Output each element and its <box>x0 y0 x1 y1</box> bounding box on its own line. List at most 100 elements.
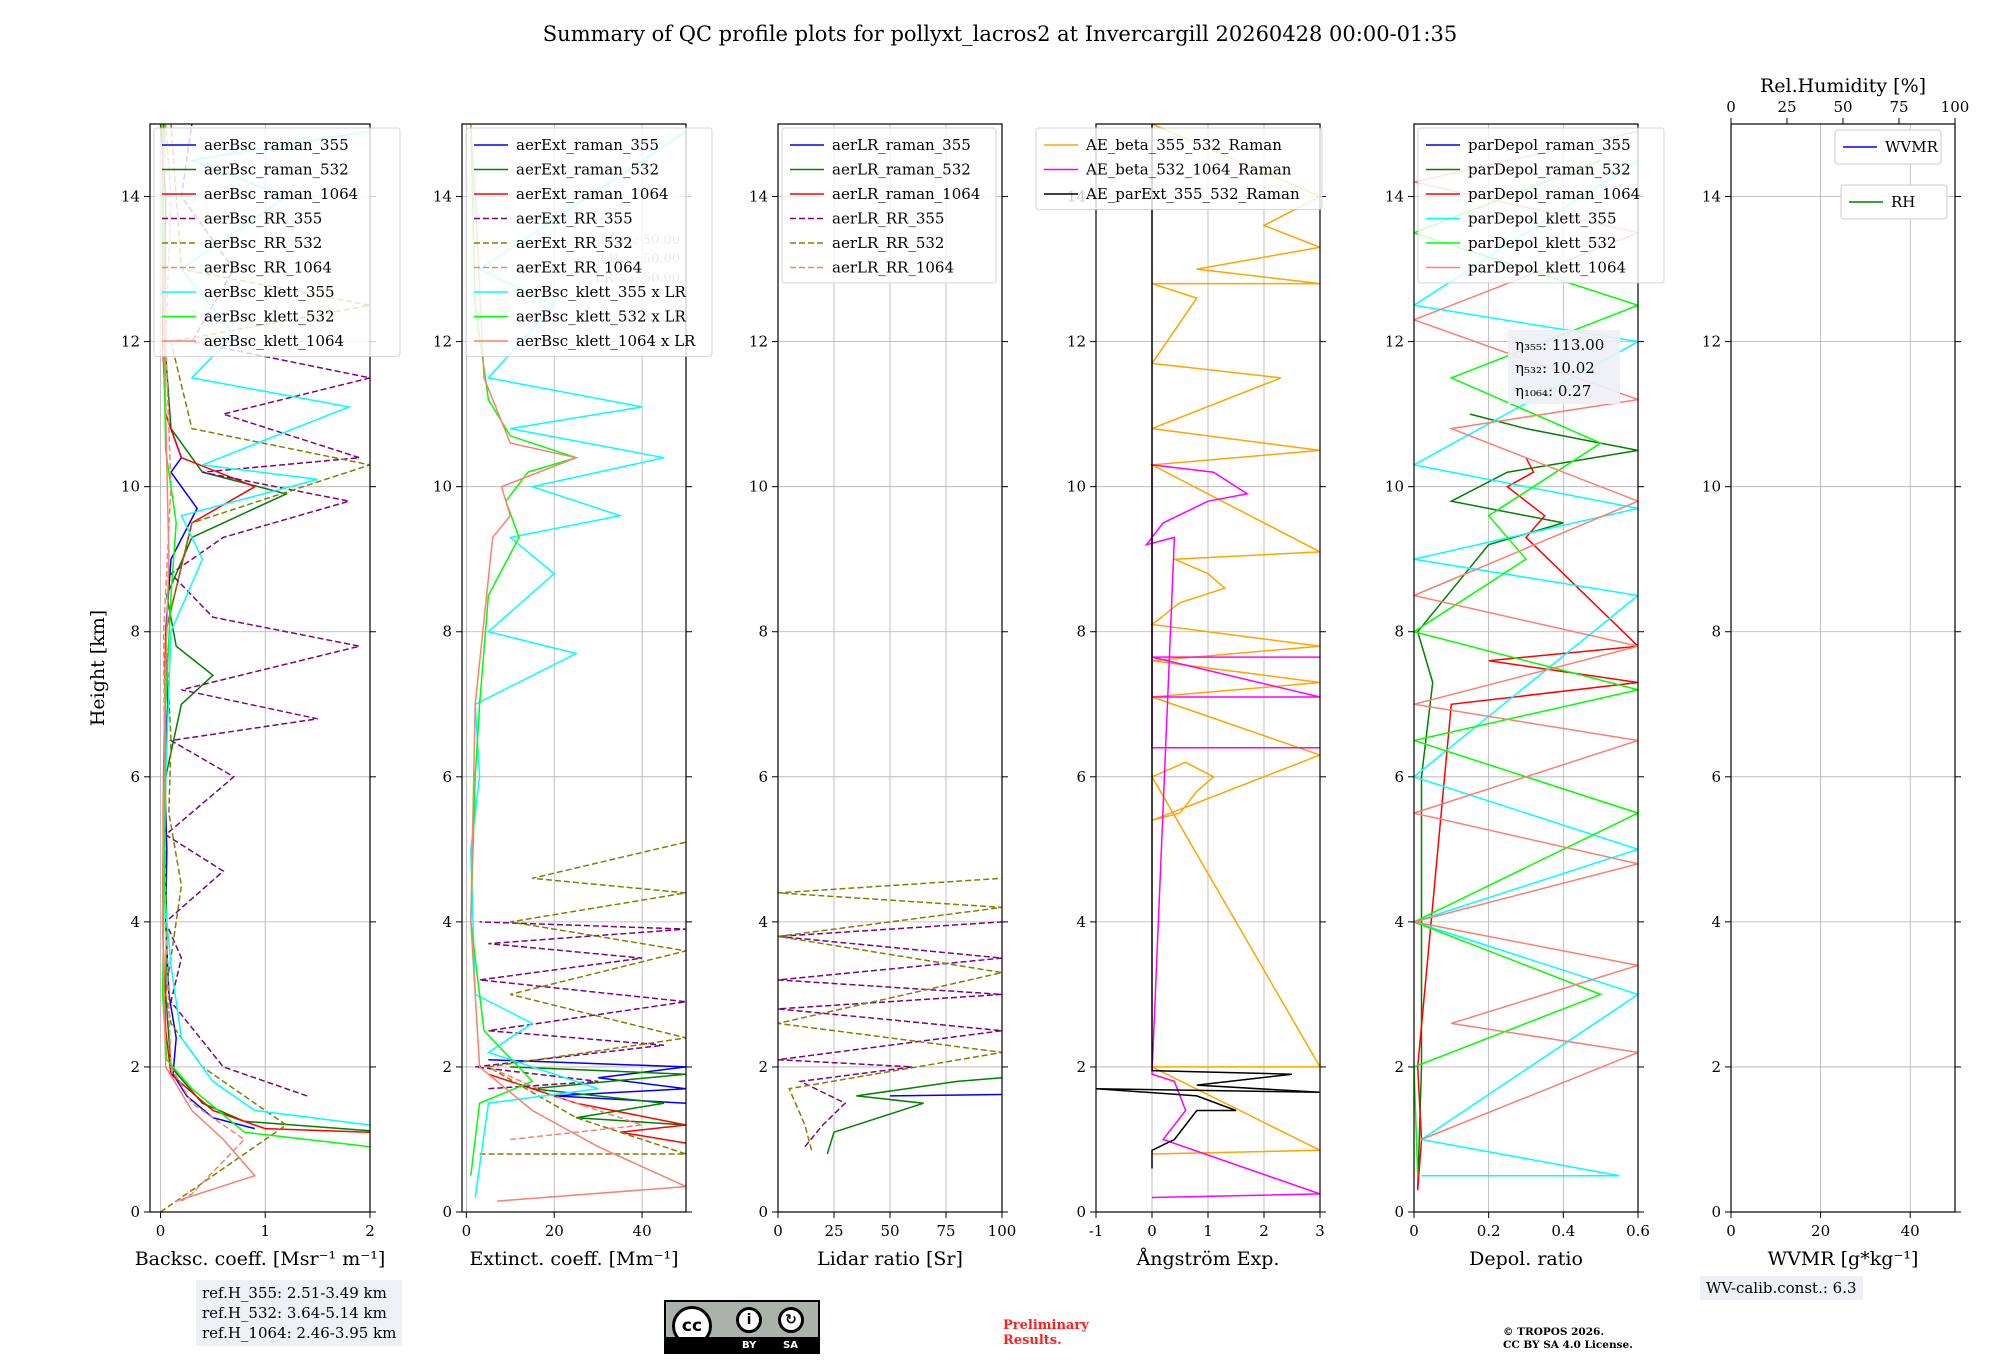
top-x-tick-label: 100 <box>1941 98 1970 116</box>
x-tick-label: 0.6 <box>1626 1222 1650 1240</box>
figure-title: Summary of QC profile plots for pollyxt_… <box>542 22 1458 46</box>
x-tick-label: 20 <box>545 1222 564 1240</box>
legend-label-aerExt_raman_1064: aerExt_raman_1064 <box>516 185 669 203</box>
y-tick-label: 8 <box>1076 623 1086 641</box>
eta-label: η₅₃₂: 10.02 <box>1515 359 1595 377</box>
legend-label-aerBsc_klett_1064: aerBsc_klett_1064 <box>204 332 344 350</box>
x-axis-label: WVMR [g*kg⁻¹] <box>1768 1248 1919 1270</box>
legend-label-parDepol_klett_532: parDepol_klett_532 <box>1468 234 1617 252</box>
x-tick-label: 50 <box>880 1222 899 1240</box>
axes-frame <box>461 123 687 1213</box>
x-tick-label: 0 <box>1409 1222 1419 1240</box>
axes-frame <box>1730 123 1956 1213</box>
x-tick-label: 0.2 <box>1477 1222 1501 1240</box>
series-line-aerExt_RR_355 <box>475 921 686 1090</box>
chart-wvmr: 0 20 40 0 2 4 6 8 10 12 14 WVMR [g*kg⁻¹] 0 25 50 75 100 R… <box>1702 75 1969 1270</box>
y-tick-label: 12 <box>1067 333 1086 351</box>
eta-label: η₃₅₅: 113.00 <box>1515 336 1604 354</box>
legend-label-aerBsc_RR_1064: aerBsc_RR_1064 <box>204 259 332 277</box>
axes-frame <box>149 123 371 1213</box>
y-tick-label: 2 <box>1076 1058 1086 1076</box>
series-line-aerLR_raman_355 <box>889 1093 1002 1097</box>
y-tick-label: 14 <box>121 188 140 206</box>
legend-box <box>153 127 401 357</box>
legend-label-parDepol_raman_1064: parDepol_raman_1064 <box>1468 185 1640 203</box>
cc-license-badge[interactable]: cc i ↻ BY SA <box>664 1300 820 1354</box>
y-tick-label: 8 <box>442 623 452 641</box>
x-axis-label: Depol. ratio <box>1469 1248 1583 1270</box>
x-tick-label: 25 <box>824 1222 843 1240</box>
y-tick-label: 6 <box>442 768 452 786</box>
legend-label-aerLR_raman_532: aerLR_raman_532 <box>832 161 971 179</box>
chart-lidar_ratio: 0 25 50 75 100 0 2 4 6 8 10 12 14 Lidar ratio [Sr] aer… <box>749 123 1016 1270</box>
legend-label-aerLR_RR_532: aerLR_RR_532 <box>832 234 944 252</box>
x-tick-label: 0 <box>1726 1222 1736 1240</box>
y-tick-label: 12 <box>433 333 452 351</box>
y-tick-label: 14 <box>1702 188 1721 206</box>
y-tick-label: 4 <box>442 913 452 931</box>
y-tick-label: 6 <box>1076 768 1086 786</box>
y-tick-label: 8 <box>130 623 140 641</box>
series-line-aerExt_raman_355 <box>488 1058 686 1104</box>
copyright-note: © TROPOS 2026. CC BY SA 4.0 License. <box>1503 1326 1633 1352</box>
x-tick-label: -1 <box>1089 1222 1104 1240</box>
y-tick-label: 0 <box>1711 1203 1721 1221</box>
y-tick-label: 10 <box>433 478 452 496</box>
legend-box <box>781 127 997 284</box>
y-tick-label: 14 <box>749 188 768 206</box>
series-group <box>1414 130 1638 1191</box>
x-axis-label: Lidar ratio [Sr] <box>817 1248 963 1270</box>
legend-box <box>1417 127 1665 284</box>
legend: aerLR_raman_355 aerLR_raman_532 aerLR_rama… <box>781 127 997 284</box>
eta-box <box>1508 330 1620 404</box>
eta-label: η₁₀₆₄: 0.27 <box>1515 382 1591 400</box>
legend-label-parDepol_klett_1064: parDepol_klett_1064 <box>1468 259 1626 277</box>
y-tick-label: 10 <box>121 478 140 496</box>
series-group <box>778 877 1002 1155</box>
legend-label-aerBsc_raman_532: aerBsc_raman_532 <box>204 161 349 179</box>
y-tick-label: 10 <box>1702 478 1721 496</box>
y-tick-label: 14 <box>433 188 452 206</box>
legend-label-AE_beta_532_1064_Raman: AE_beta_532_1064_Raman <box>1085 161 1292 179</box>
y-tick-label: 6 <box>758 768 768 786</box>
y-tick-label: 0 <box>1394 1203 1404 1221</box>
legend-label-aerBsc_klett_532: aerBsc_klett_532 <box>204 308 335 326</box>
y-tick-label: 4 <box>1394 913 1404 931</box>
ref-height-1064: ref.H_1064: 2.46-3.95 km <box>202 1324 397 1342</box>
cc-badge-band <box>666 1337 818 1352</box>
legend-label-aerExt_RR_532: aerExt_RR_532 <box>516 234 633 252</box>
legend: aerExt_raman_355 aerExt_raman_532 aerExt_r… <box>465 127 713 357</box>
series-line-aerExt_raman_1064 <box>488 1073 686 1144</box>
copyright-line-1: © TROPOS 2026. <box>1503 1326 1605 1338</box>
x-tick-label: 1 <box>260 1222 270 1240</box>
y-axis-label: Height [km] <box>87 610 109 726</box>
y-tick-label: 10 <box>1067 478 1086 496</box>
legend-box <box>1035 127 1323 210</box>
y-tick-label: 12 <box>121 333 140 351</box>
legend-label-aerBsc_raman_1064: aerBsc_raman_1064 <box>204 185 358 203</box>
top-x-tick-label: 75 <box>1889 98 1908 116</box>
series-line-parDepol_klett_532 <box>1414 159 1638 1176</box>
legend-label-aerExt_raman_532: aerExt_raman_532 <box>516 161 659 179</box>
y-tick-label: 4 <box>1711 913 1721 931</box>
series-line-aerBsc_klett_1064 <box>161 124 257 1202</box>
legend-label-RH: RH <box>1891 193 1915 211</box>
top-x-tick-label: 25 <box>1777 98 1796 116</box>
y-tick-label: 10 <box>749 478 768 496</box>
legend-label-parDepol_raman_532: parDepol_raman_532 <box>1468 161 1631 179</box>
series-line-aerExt_raman_532 <box>510 1066 686 1126</box>
legend-label-aerBsc_raman_355: aerBsc_raman_355 <box>204 136 349 154</box>
legend-label-AE_beta_355_532_Raman: AE_beta_355_532_Raman <box>1085 136 1282 154</box>
series-line-aerLR_RR_355 <box>778 921 1002 1148</box>
cc-sa-label: SA <box>783 1340 798 1351</box>
ref-height-355: ref.H_355: 2.51-3.49 km <box>202 1284 387 1302</box>
top-x-tick-label: 50 <box>1833 98 1852 116</box>
legend-box <box>1840 184 1948 220</box>
legend-label-WVMR: WVMR <box>1885 138 1939 156</box>
share-alike-icon: ↻ <box>778 1307 804 1333</box>
y-tick-label: 12 <box>1702 333 1721 351</box>
series-line-aerBsc_klett_1064 x LR <box>470 124 686 1202</box>
legend-box <box>465 127 713 357</box>
x-tick-label: 0 <box>773 1222 783 1240</box>
